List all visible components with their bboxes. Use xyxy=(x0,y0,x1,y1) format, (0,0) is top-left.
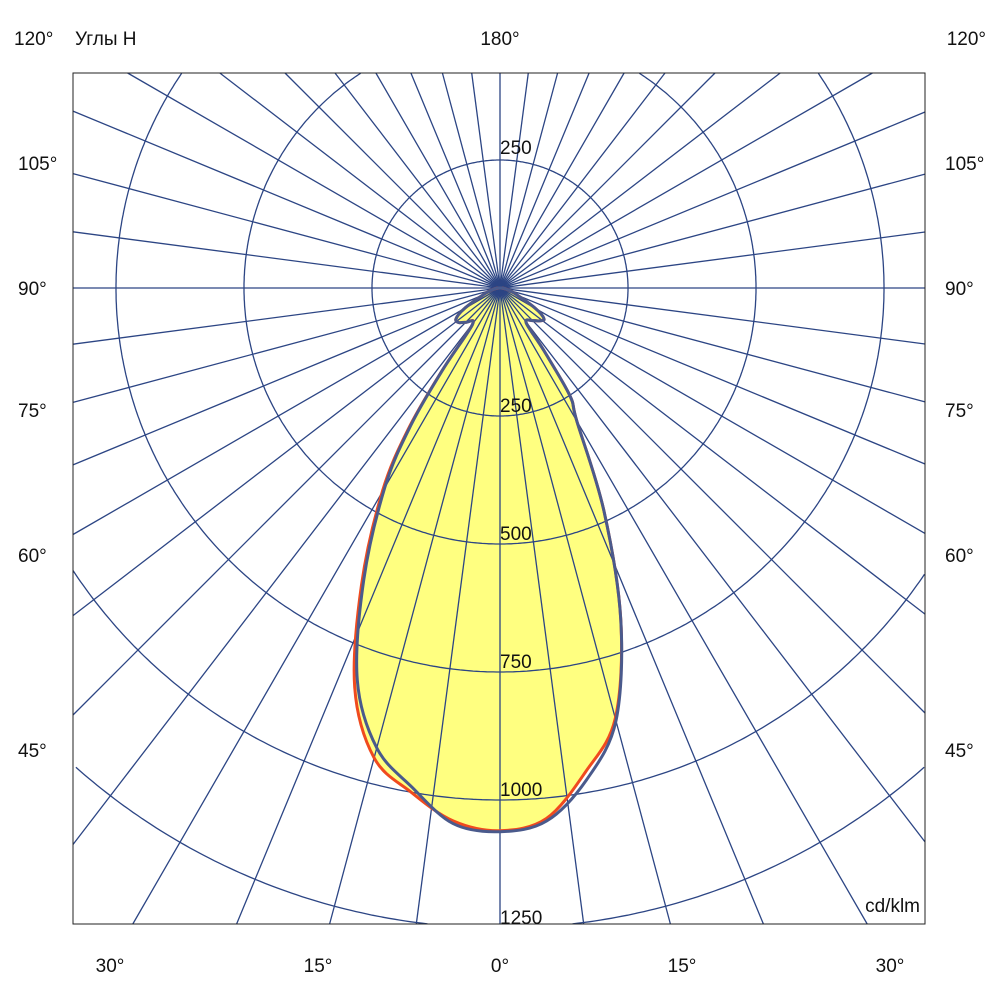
grid-radial-line xyxy=(499,287,926,714)
intensity-curve-2 xyxy=(355,286,624,834)
bottom-angle-label: 30° xyxy=(876,956,905,977)
grid-radial-line xyxy=(441,72,501,289)
grid-radial-line xyxy=(410,72,501,289)
grid-radial-line xyxy=(499,287,926,403)
bottom-angle-label: 0° xyxy=(491,956,509,977)
grid-radial-line xyxy=(499,72,716,289)
grid-radial-line xyxy=(219,72,501,289)
grid-radial-line xyxy=(127,72,501,289)
side-angle-label-left: 105° xyxy=(18,154,57,175)
ring-value-label: 1250 xyxy=(500,908,542,929)
grid-radial-line xyxy=(471,72,501,289)
intensity-curves xyxy=(352,286,624,834)
grid-radial-line xyxy=(499,72,529,289)
side-angle-label-left: 90° xyxy=(18,279,47,300)
side-angle-label-right: 45° xyxy=(945,741,974,762)
chart-title: Углы H xyxy=(75,29,136,50)
top-right-angle-label: 120° xyxy=(947,29,986,50)
grid-radial-line xyxy=(499,287,926,345)
grid-radial-line xyxy=(72,287,501,617)
grid-radial-line xyxy=(499,287,926,843)
grid-radial-line xyxy=(72,287,501,536)
grid-radial-line xyxy=(72,110,501,289)
grid-radial-line xyxy=(499,72,590,289)
grid-radial-line xyxy=(334,72,501,289)
grid-radial-line xyxy=(132,287,501,925)
grid-radial-line xyxy=(72,287,501,845)
grid-ring xyxy=(75,766,925,925)
grid-radial-line xyxy=(499,287,926,465)
grid-radial-line xyxy=(72,287,501,404)
grid-radial-line xyxy=(499,72,873,289)
grid-radial-line xyxy=(499,111,926,289)
grid-radial-line xyxy=(235,287,501,925)
polar-grid xyxy=(72,72,926,925)
grid-radial-line xyxy=(499,287,868,925)
grid-ring xyxy=(72,570,926,801)
grid-radial-line xyxy=(499,173,926,289)
grid-radial-line xyxy=(415,287,501,925)
chart-frame xyxy=(72,72,926,925)
grid-radial-line xyxy=(499,72,666,289)
top-ring-label: 250 xyxy=(500,138,532,159)
bottom-angle-label: 15° xyxy=(304,956,333,977)
side-angle-label-left: 60° xyxy=(18,546,47,567)
grid-radial-line xyxy=(284,72,501,289)
grid-radial-line xyxy=(499,287,672,925)
grid-radial-line xyxy=(499,231,926,289)
grid-radial-line xyxy=(72,287,501,466)
top-left-angle-label: 120° xyxy=(14,29,53,50)
top-center-angle-label: 180° xyxy=(480,29,519,50)
ring-value-label: 1000 xyxy=(500,780,542,801)
side-angle-label-right: 90° xyxy=(945,279,974,300)
grid-radial-line xyxy=(499,72,559,289)
side-angle-label-right: 60° xyxy=(945,546,974,567)
grid-radial-line xyxy=(328,287,501,925)
side-angle-label-left: 45° xyxy=(18,741,47,762)
grid-ring xyxy=(115,72,885,673)
unit-label: cd/klm xyxy=(865,896,920,917)
grid-radial-line xyxy=(499,287,585,925)
ring-value-label: 500 xyxy=(500,524,532,545)
grid-radial-line xyxy=(72,172,501,289)
grid-radial-line xyxy=(375,72,501,289)
bottom-angle-label: 30° xyxy=(96,956,125,977)
side-angle-label-right: 105° xyxy=(945,154,984,175)
grid-radial-line xyxy=(72,287,501,345)
bottom-angle-label: 15° xyxy=(668,956,697,977)
grid-radial-line xyxy=(499,287,765,925)
grid-radial-line xyxy=(72,287,501,716)
grid-radial-line xyxy=(499,287,926,534)
ring-value-label: 250 xyxy=(500,396,532,417)
side-angle-label-right: 75° xyxy=(945,401,974,422)
grid-radial-line xyxy=(499,287,926,615)
grid-radial-line xyxy=(499,72,781,289)
side-angle-label-left: 75° xyxy=(18,401,47,422)
ring-value-label: 750 xyxy=(500,652,532,673)
grid-radial-line xyxy=(499,72,625,289)
grid-radial-line xyxy=(72,231,501,289)
